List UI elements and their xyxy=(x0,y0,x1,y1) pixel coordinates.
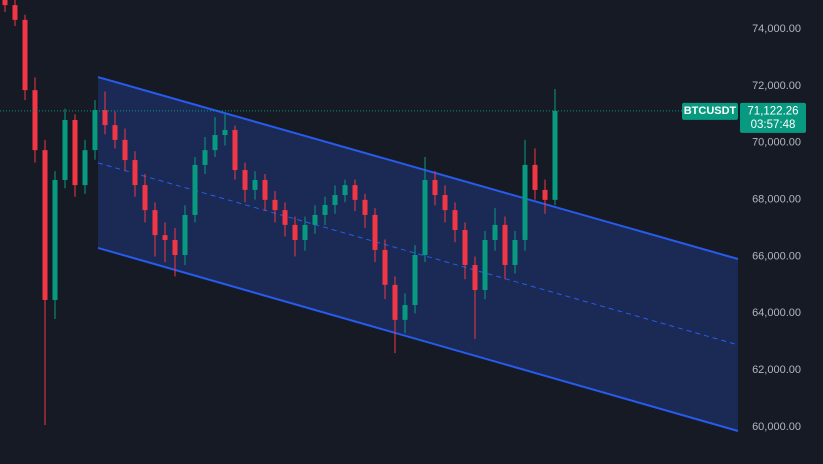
candle-body xyxy=(382,249,388,285)
candle-body xyxy=(432,179,438,196)
candle-body xyxy=(302,224,308,240)
candle-body xyxy=(312,214,318,225)
channel-lower xyxy=(97,246,739,432)
candle-body xyxy=(72,119,78,186)
candle-body xyxy=(462,230,468,265)
y-tick-label: 70,000.00 xyxy=(752,137,801,149)
y-tick-label: 62,000.00 xyxy=(752,364,801,376)
y-tick-label: 66,000.00 xyxy=(752,250,801,262)
y-tick-label: 74,000.00 xyxy=(752,23,801,35)
y-tick-label: 68,000.00 xyxy=(752,193,801,205)
candle-body xyxy=(142,185,148,211)
candle-body xyxy=(62,119,68,180)
candle-body xyxy=(552,110,558,200)
candle-body xyxy=(12,5,18,20)
candle-body xyxy=(392,284,398,320)
candle-body xyxy=(322,204,328,215)
candle-body xyxy=(192,164,198,215)
symbol-label: BTCUSDT xyxy=(684,105,737,117)
candle-body xyxy=(412,255,418,306)
channel-middle xyxy=(97,162,739,346)
candle-body xyxy=(402,305,408,320)
candle-body xyxy=(122,139,128,161)
candle-body xyxy=(342,185,348,196)
candle-body xyxy=(32,90,38,151)
candle-body xyxy=(292,224,298,240)
candle-body xyxy=(92,110,98,151)
channel-fill xyxy=(98,77,738,432)
candle-body xyxy=(472,264,478,290)
candle-body xyxy=(102,110,108,126)
candle-body xyxy=(492,224,498,240)
candle-body xyxy=(502,224,508,265)
candle-body xyxy=(232,129,238,171)
y-tick-label: 60,000.00 xyxy=(752,421,801,433)
candle-body xyxy=(152,210,158,236)
y-tick-label: 64,000.00 xyxy=(752,307,801,319)
candle-body xyxy=(352,185,358,200)
candle-body xyxy=(42,150,48,300)
candle-body xyxy=(362,199,368,215)
candle-body xyxy=(202,150,208,165)
candle-body xyxy=(512,239,518,265)
candle-body xyxy=(372,214,378,250)
candle-body xyxy=(282,210,288,225)
candle-body xyxy=(242,170,248,190)
candle-body xyxy=(22,19,28,91)
candle-body xyxy=(442,195,448,211)
candle-body xyxy=(182,214,188,256)
candle-body xyxy=(522,164,528,240)
y-tick-label: 72,000.00 xyxy=(752,80,801,92)
candle-body xyxy=(222,129,228,136)
countdown-label: 03:57:48 xyxy=(751,119,796,131)
candle-body xyxy=(52,179,58,300)
candle-body xyxy=(422,179,428,256)
candle-body xyxy=(82,150,88,186)
candle-body xyxy=(172,239,178,256)
last-price-label: 71,122.26 xyxy=(747,105,798,117)
candle-body xyxy=(252,179,258,190)
candle-body xyxy=(272,199,278,211)
candle-body xyxy=(482,239,488,290)
candle-body xyxy=(542,189,548,200)
candle-body xyxy=(332,195,338,205)
symbol-tag xyxy=(682,102,738,120)
candle-body xyxy=(132,160,138,186)
candle-body xyxy=(452,210,458,231)
price-tag xyxy=(740,102,806,133)
candle-body xyxy=(2,0,8,6)
candle-body xyxy=(162,235,168,240)
candle-body xyxy=(212,135,218,151)
channel-upper xyxy=(97,76,739,260)
candle-body xyxy=(112,125,118,140)
candle-body xyxy=(262,179,268,200)
candle-body xyxy=(532,164,538,190)
